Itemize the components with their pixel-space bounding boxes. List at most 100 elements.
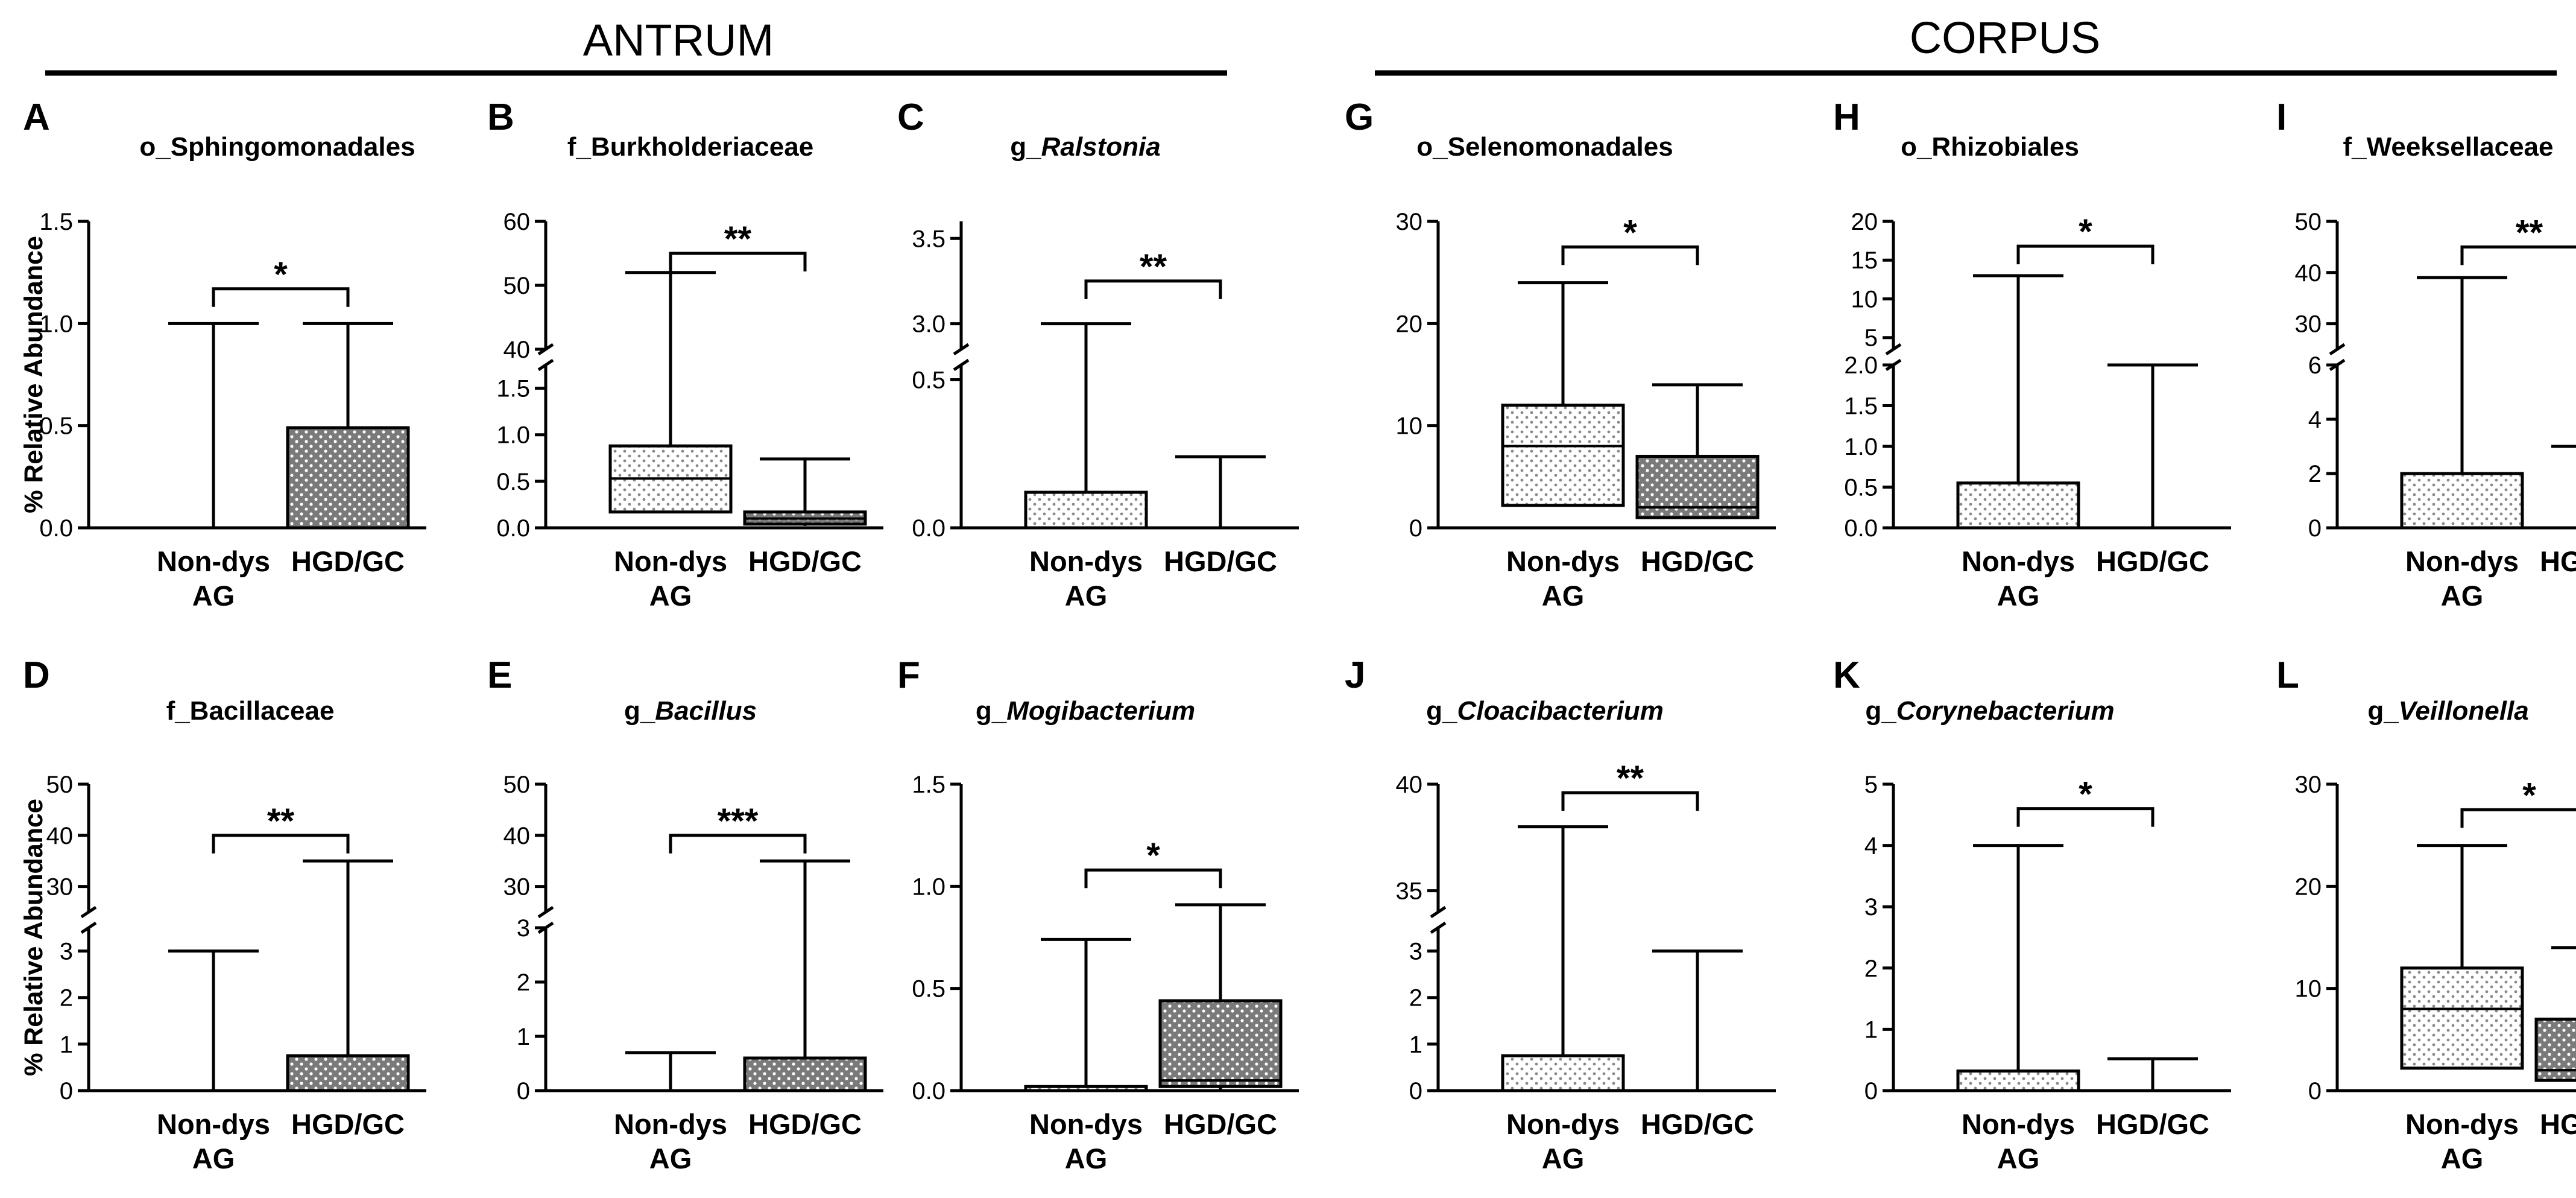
significance-stars: ** — [267, 802, 295, 841]
y-axis-label: % Relative Abundance — [19, 236, 48, 513]
panel-title-prefix: g_ — [2367, 696, 2399, 726]
y-tick-label: 0 — [60, 1078, 73, 1105]
x-tick-label: Non-dys AG — [614, 1108, 727, 1174]
y-tick-label: 2 — [2308, 461, 2322, 487]
significance-stars: ** — [724, 220, 752, 259]
section-corpus: CORPUS — [1375, 13, 2557, 76]
box-iqr — [286, 426, 410, 530]
panel-title: f_Burkholderiaceae — [567, 132, 813, 162]
panel-title-prefix: f_Bacillaceae — [166, 696, 335, 726]
y-tick-label: 2 — [517, 969, 530, 996]
axis-break-mark — [2329, 343, 2346, 356]
panel-h: 0.0 0.5 1.0 1.5 2.05 10 15 20 Ho_Rhizobiales Non-… — [1833, 97, 2231, 612]
y-tick-label: 0.0 — [912, 515, 945, 542]
panel-title: g_Ralstonia — [1010, 132, 1160, 162]
x-tick-label-line2: AG — [192, 1143, 235, 1174]
box-iqr — [743, 1056, 867, 1092]
y-tick-label: 3.0 — [912, 311, 945, 338]
panel-title: f_Weeksellaceae — [2343, 132, 2553, 162]
panel-title-italic: Cloacibacterium — [1457, 696, 1664, 726]
y-tick-label: 10 — [1851, 286, 1878, 312]
x-tick-label: Non-dys AG — [2405, 545, 2519, 612]
box-iqr — [1501, 404, 1625, 507]
x-tick-label: HGD/GC — [2096, 1108, 2209, 1140]
section-title-antrum: ANTRUM — [583, 15, 774, 65]
y-tick-label: 0.5 — [496, 469, 530, 495]
x-tick-label: HGD/GC — [291, 1108, 405, 1140]
panel-title-prefix: o_Selenomonadales — [1416, 132, 1673, 162]
x-tick-label: HGD/GC — [1641, 545, 1754, 577]
axis-break-mark — [537, 358, 554, 372]
y-tick-label: 20 — [1396, 311, 1423, 337]
panel-title-prefix: o_Rhizobiales — [1901, 132, 2079, 162]
panel-k: 0 1 2 3 4 5 Kg_Corynebacterium Non-dys AG HGD/GC * — [1833, 654, 2231, 1174]
x-tick-label-line2: AG — [1997, 1143, 2040, 1174]
section-title-corpus: CORPUS — [1910, 13, 2101, 63]
y-tick-label: 3 — [1864, 894, 1878, 921]
y-tick-label: 0 — [517, 1078, 530, 1105]
x-tick-label-line1: Non-dys — [1962, 1108, 2075, 1140]
axis-break-mark — [1885, 343, 1902, 356]
panel-title-italic: Ralstonia — [1041, 132, 1161, 162]
y-tick-label: 6 — [2308, 352, 2322, 379]
x-tick-label-line2: AG — [1542, 1143, 1585, 1174]
box-iqr — [1158, 999, 1283, 1088]
x-tick-label: Non-dys AG — [2405, 1108, 2519, 1174]
significance-bracket — [212, 834, 350, 854]
y-tick-label: 40 — [1396, 772, 1423, 798]
y-tick-label: 40 — [504, 337, 531, 363]
significance-bracket — [2460, 245, 2576, 265]
x-tick-label: HGD/GC — [291, 545, 405, 577]
panel-a: 0.0 0.5 1.0 1.5 Ao_Sphingomonadales % Relativ… — [19, 97, 426, 612]
x-tick-label-line1: Non-dys — [614, 1108, 727, 1140]
x-tick-label: HGD/GC — [2540, 1108, 2576, 1140]
panel-c: 0.0 0.5 3.0 3.5 Cg_Ralstonia Non-dys AG HGD/GC *… — [897, 97, 1299, 612]
y-tick-label: 0 — [1864, 1078, 1878, 1105]
panels: 0.0 0.5 1.0 1.5 Ao_Sphingomonadales % Relativ… — [19, 97, 2576, 1174]
panel-title: g_Bacillus — [624, 696, 757, 726]
panel-label: J — [1345, 654, 1365, 696]
box-iqr — [1956, 481, 2080, 530]
y-tick-label: 1.5 — [1844, 393, 1878, 420]
x-tick-label-line1: Non-dys — [1506, 1108, 1620, 1140]
x-tick-label: Non-dys AG — [1506, 1108, 1620, 1174]
y-tick-label: 50 — [504, 273, 531, 299]
x-tick-label: Non-dys AG — [1029, 545, 1143, 612]
y-tick-label: 40 — [504, 823, 531, 849]
x-tick-label: Non-dys AG — [1029, 1108, 1143, 1174]
x-tick-label: Non-dys AG — [1962, 1108, 2075, 1174]
x-tick-label-line1: Non-dys — [157, 545, 270, 577]
y-tick-label: 30 — [2295, 772, 2322, 798]
panel-title: g_Mogibacterium — [976, 696, 1195, 726]
y-tick-label: 5 — [1864, 772, 1878, 798]
y-tick-label: 0.5 — [1844, 475, 1878, 501]
x-tick-label-line2: AG — [1065, 580, 1108, 612]
section-antrum: ANTRUM — [45, 15, 1227, 76]
box-iqr — [1501, 1054, 1625, 1092]
axis-break-mark — [953, 358, 970, 372]
x-tick-label-line1: Non-dys — [1962, 545, 2075, 577]
y-tick-label: 30 — [46, 874, 74, 901]
x-tick-label: HGD/GC — [748, 1108, 862, 1140]
y-axis-label: % Relative Abundance — [19, 236, 48, 513]
panel-title: o_Rhizobiales — [1901, 132, 2079, 162]
panel-label: H — [1833, 97, 1860, 138]
panel-title-prefix: f_Weeksellaceae — [2343, 132, 2553, 162]
x-tick-label: Non-dys AG — [157, 545, 270, 612]
x-tick-label-line1: Non-dys — [2405, 545, 2519, 577]
y-tick-label: 60 — [504, 209, 531, 235]
panel-title-prefix: f_Burkholderiaceae — [567, 132, 813, 162]
significance-bracket — [2460, 808, 2576, 828]
axis-break-mark — [953, 343, 970, 356]
box-iqr — [2400, 472, 2524, 530]
y-tick-label: 1.5 — [496, 376, 530, 402]
y-tick-label: 30 — [2295, 311, 2322, 338]
y-tick-label: 10 — [2295, 976, 2322, 1003]
x-tick-label-line2: AG — [1065, 1143, 1108, 1174]
panel-e: 0 1 2 3 30 40 50 Eg_Bacillus Non-dys AG HGD/GC *** — [487, 654, 883, 1174]
y-axis-label: % Relative Abundance — [19, 799, 48, 1076]
panel-title: g_Corynebacterium — [1865, 696, 2114, 726]
